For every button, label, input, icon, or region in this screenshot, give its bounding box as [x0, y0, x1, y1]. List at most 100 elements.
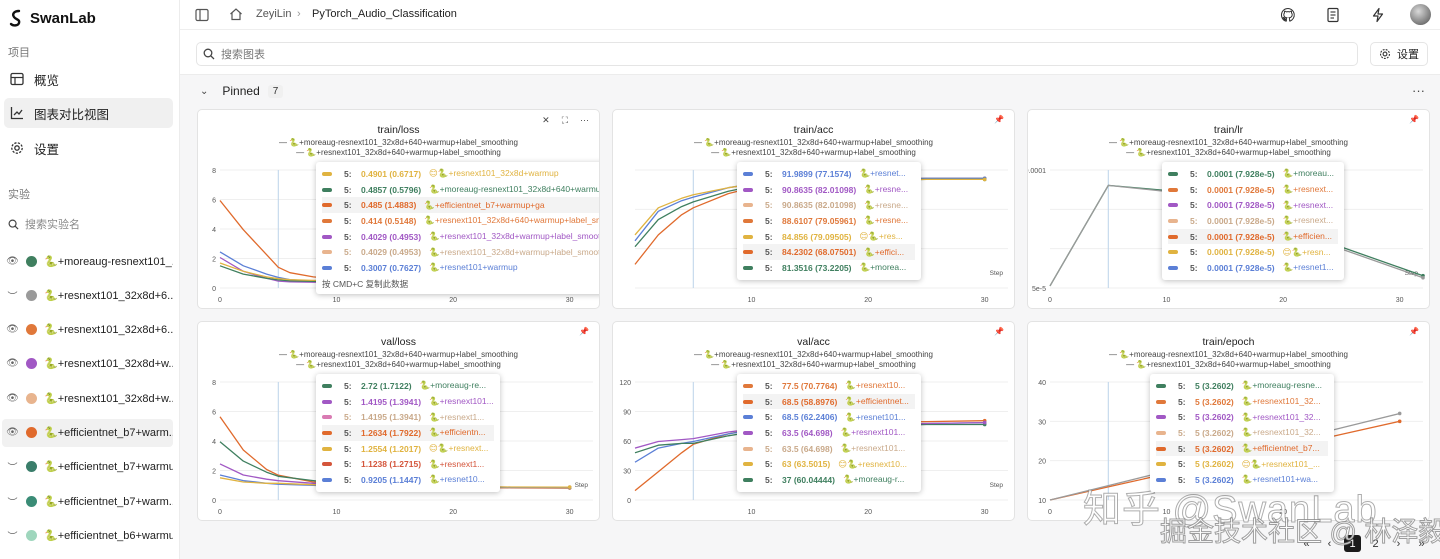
hover-tooltip: 5: 0.4901 (0.6717) 😊🐍+resnext101_32x8d+war…: [316, 162, 599, 294]
document-icon[interactable]: [1325, 7, 1341, 23]
pin-off-icon[interactable]: ✕: [542, 115, 550, 125]
breadcrumb-project[interactable]: PyTorch_Audio_Classification: [312, 8, 457, 20]
tooltip-value: 1.4195 (1.3941): [361, 412, 422, 423]
chart-card-val-acc[interactable]: val/acc — 🐍+moreaug-resnext101_32x8d+640+…: [612, 321, 1015, 521]
experiment-item[interactable]: 👁 🐍+resnext101_32x8d+w...: [2, 350, 173, 378]
chart-card-train-lr[interactable]: train/lr — 🐍+moreaug-resnext101_32x8d+640…: [1027, 109, 1430, 309]
card-actions: 📌: [1409, 327, 1419, 336]
nav-chart-compare-label: 图表对比视图: [34, 107, 110, 122]
tooltip-step: 5:: [1190, 200, 1198, 211]
experiment-name: 🐍+resnext101_32x8d+6...: [44, 289, 173, 302]
x-tick-label: 20: [449, 297, 457, 304]
more-icon[interactable]: ···: [580, 115, 589, 125]
sidebar-toggle-icon[interactable]: [195, 8, 209, 22]
fullscreen-icon[interactable]: ⛶: [561, 115, 568, 125]
chart-settings-button[interactable]: 设置: [1370, 42, 1428, 66]
tooltip-row: 5: 0.9205 (1.1447) 🐍+resnet10...: [322, 472, 494, 488]
tooltip-value: 1.2554 (1.2017): [361, 443, 422, 454]
eye-icon[interactable]: 👁: [6, 427, 19, 438]
tooltip-step: 5:: [765, 459, 773, 470]
user-avatar[interactable]: [1410, 4, 1431, 25]
pinned-group-header[interactable]: ⌄ Pinned 7: [200, 84, 284, 98]
pin-icon[interactable]: 📌: [994, 327, 1004, 336]
experiment-search[interactable]: 搜索实验名: [8, 216, 80, 232]
series-swatch: [743, 203, 753, 208]
chart-search-placeholder: 搜索图表: [221, 49, 265, 61]
experiment-item[interactable]: 👁 🐍+moreaug-resnext101_...: [2, 247, 173, 275]
nav-overview[interactable]: 概览: [4, 64, 173, 94]
search-icon: [203, 48, 215, 60]
github-icon[interactable]: [1280, 7, 1296, 23]
page-2-button[interactable]: 2: [1372, 537, 1379, 550]
series-swatch: [743, 187, 753, 192]
pin-icon[interactable]: 📌: [1409, 115, 1419, 124]
tooltip-value: 0.0001 (7.928e-5): [1207, 184, 1275, 195]
eye-closed-icon[interactable]: ︶: [7, 531, 18, 543]
tooltip-step: 5:: [344, 380, 352, 391]
series-swatch: [1156, 462, 1166, 467]
y-tick-label: 8: [212, 168, 216, 175]
tooltip-series-name: 🐍+efficientnet_b7...: [1241, 443, 1320, 454]
series-swatch: [1156, 383, 1166, 388]
experiment-item[interactable]: 👁 🐍+efficientnet_b7+warm...: [2, 418, 173, 447]
eye-closed-icon[interactable]: ︶: [7, 291, 18, 303]
chart-card-val-loss[interactable]: val/loss — 🐍+moreaug-resnext101_32x8d+640…: [197, 321, 600, 521]
more-options-icon[interactable]: ···: [1412, 83, 1425, 98]
nav-settings[interactable]: 设置: [4, 133, 173, 163]
eye-icon[interactable]: 👁: [6, 255, 19, 267]
pin-icon[interactable]: 📌: [1409, 327, 1419, 336]
tooltip-value: 5 (3.2602): [1195, 396, 1234, 407]
chart-title: val/loss: [380, 336, 416, 348]
experiment-color-dot: [26, 427, 37, 438]
lightning-icon[interactable]: [1370, 7, 1386, 23]
first-page-button[interactable]: «: [1303, 537, 1310, 550]
experiment-item[interactable]: ︶ 🐍+efficientnet_b7+warm...: [2, 487, 173, 515]
chart-title: train/loss: [377, 124, 420, 136]
tooltip-series-name: 🐍+resnext101_32x8d+640+warmup+label_smoo…: [424, 215, 599, 226]
y-tick-label: 6: [212, 198, 216, 205]
series-swatch: [322, 187, 332, 192]
next-page-button[interactable]: ›: [1396, 537, 1401, 550]
experiment-item[interactable]: 👁 🐍+resnext101_32x8d+w...: [2, 384, 173, 412]
app-logo[interactable]: SwanLab: [8, 8, 96, 28]
nav-chart-compare[interactable]: 图表对比视图: [4, 98, 173, 128]
eye-icon[interactable]: 👁: [6, 358, 19, 370]
chart-search-input[interactable]: 搜索图表: [196, 42, 1358, 66]
series-swatch: [322, 234, 332, 239]
series-swatch: [1156, 399, 1166, 404]
experiment-item[interactable]: 👁 🐍+resnext101_32x8d+6...: [2, 316, 173, 344]
page-1-button[interactable]: 1: [1344, 535, 1361, 552]
eye-icon[interactable]: 👁: [6, 392, 19, 404]
x-tick-label: 30: [566, 509, 574, 516]
tooltip-value: 91.9899 (77.1574): [782, 168, 852, 179]
experiment-item[interactable]: ︶ 🐍+efficientnet_b6+warmup: [2, 521, 173, 549]
breadcrumb-user[interactable]: ZeyiLin: [256, 8, 292, 20]
series-swatch: [1156, 415, 1166, 420]
pin-icon[interactable]: 📌: [994, 115, 1004, 124]
chart-card-train-loss[interactable]: train/loss — 🐍+moreaug-resnext101_32x8d+6…: [197, 109, 600, 309]
experiment-name: 🐍+efficientnet_b7+warm...: [44, 427, 173, 439]
eye-closed-icon[interactable]: ︶: [7, 463, 18, 475]
eye-icon[interactable]: 👁: [6, 324, 19, 336]
tooltip-row: 5: 1.2554 (1.2017) 😊🐍+resnext...: [322, 441, 494, 457]
chart-card-train-acc[interactable]: train/acc — 🐍+moreaug-resnext101_32x8d+64…: [612, 109, 1015, 309]
chart-card-train-epoch[interactable]: train/epoch — 🐍+moreaug-resnext101_32x8d+…: [1027, 321, 1430, 521]
prev-page-button[interactable]: ‹: [1327, 537, 1332, 550]
tooltip-row: 5: 68.5 (58.8976) 🐍+efficientnet...: [743, 393, 915, 410]
tooltip-step: 5:: [765, 396, 773, 407]
experiment-item[interactable]: ︶ 🐍+resnext101_32x8d+6...: [2, 281, 173, 309]
tooltip-step: 5:: [344, 184, 352, 195]
tooltip-step: 5:: [344, 412, 352, 423]
last-page-button[interactable]: »: [1418, 537, 1425, 550]
tooltip-copy-hint: 按 CMD+C 复制此数据: [322, 278, 409, 289]
home-icon[interactable]: [229, 7, 243, 21]
pin-icon[interactable]: 📌: [579, 327, 589, 336]
eye-closed-icon[interactable]: ︶: [7, 497, 18, 509]
tooltip-step: 5:: [344, 231, 352, 242]
experiment-item[interactable]: ︶ 🐍+efficientnet_b7+warmup: [2, 453, 173, 481]
series-swatch: [743, 383, 753, 388]
chart-icon: [10, 107, 23, 120]
experiment-name: 🐍+efficientnet_b7+warm...: [44, 495, 173, 508]
tooltip-series-name: 🐍+moreaug-resne...: [1241, 380, 1323, 391]
